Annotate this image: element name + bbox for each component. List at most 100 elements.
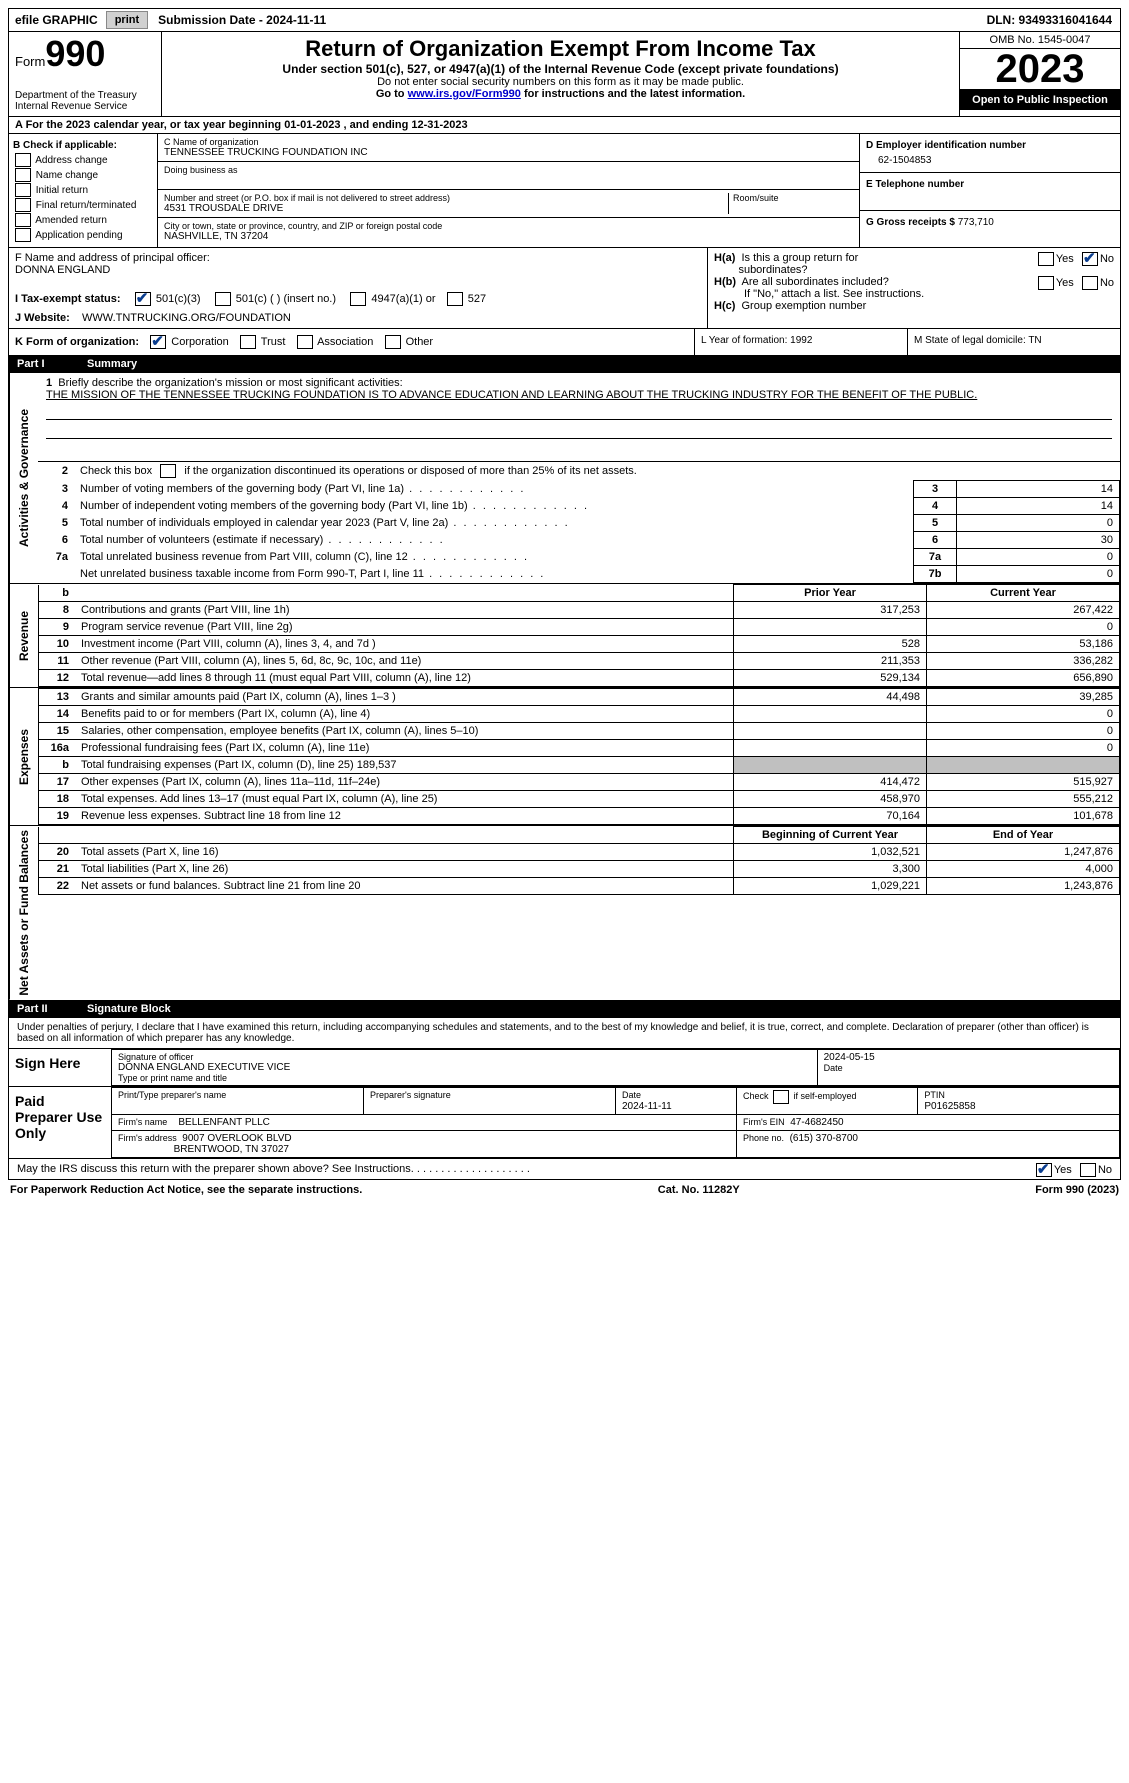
opt-4947: 4947(a)(1) or bbox=[371, 293, 435, 305]
cb-hb-no[interactable] bbox=[1082, 276, 1098, 290]
cb-self-employed[interactable] bbox=[773, 1090, 789, 1104]
website-label: J Website: bbox=[15, 312, 70, 324]
sig-date-val: 2024-05-15 bbox=[824, 1052, 1113, 1063]
ptin-value: P01625858 bbox=[924, 1101, 975, 1112]
part-i-title: Summary bbox=[87, 358, 137, 370]
cb-ha-yes[interactable] bbox=[1038, 252, 1054, 266]
line-a-tax-year: A For the 2023 calendar year, or tax yea… bbox=[8, 117, 1121, 134]
dln-label: DLN: 93493316041644 bbox=[979, 11, 1120, 29]
discuss-no: No bbox=[1098, 1164, 1112, 1176]
cb-discuss-no[interactable] bbox=[1080, 1163, 1096, 1177]
box-b-label: B Check if applicable: bbox=[13, 138, 153, 153]
org-name-label: C Name of organization bbox=[164, 137, 853, 147]
opt-501c: 501(c) ( ) (insert no.) bbox=[236, 293, 336, 305]
public-inspection: Open to Public Inspection bbox=[960, 90, 1120, 110]
opt-app-pending: Application pending bbox=[35, 230, 122, 241]
cb-527[interactable] bbox=[447, 292, 463, 306]
firm-name-val: BELLENFANT PLLC bbox=[178, 1117, 270, 1128]
signature-block: Under penalties of perjury, I declare th… bbox=[8, 1018, 1121, 1180]
hdr-end: End of Year bbox=[927, 827, 1120, 844]
expenses-section: Expenses 13Grants and similar amounts pa… bbox=[8, 688, 1121, 826]
paperwork-notice: For Paperwork Reduction Act Notice, see … bbox=[10, 1184, 362, 1196]
org-name: TENNESSEE TRUCKING FOUNDATION INC bbox=[164, 147, 853, 158]
year-formation: L Year of formation: 1992 bbox=[694, 329, 907, 355]
ha-label: H(a) bbox=[714, 252, 735, 264]
cb-ha-no[interactable] bbox=[1082, 252, 1098, 266]
hc-label: H(c) bbox=[714, 300, 735, 312]
vtab-expenses: Expenses bbox=[9, 688, 38, 825]
hb-label: H(b) bbox=[714, 276, 736, 288]
part-ii-header: Part II Signature Block bbox=[8, 1001, 1121, 1018]
cb-app-pending[interactable] bbox=[15, 228, 31, 242]
firm-phone-label: Phone no. bbox=[743, 1133, 784, 1143]
opt-name-change: Name change bbox=[36, 170, 98, 181]
ha-yes: Yes bbox=[1056, 253, 1074, 265]
irs-link[interactable]: www.irs.gov/Form990 bbox=[408, 88, 521, 100]
mission-text: THE MISSION OF THE TENNESSEE TRUCKING FO… bbox=[46, 389, 977, 401]
opt-association: Association bbox=[317, 336, 373, 348]
revenue-section: Revenue b Prior Year Current Year 8Contr… bbox=[8, 584, 1121, 688]
opt-501c3: 501(c)(3) bbox=[156, 293, 201, 305]
part-i-num: Part I bbox=[17, 358, 87, 370]
cb-other[interactable] bbox=[385, 335, 401, 349]
prep-date-val: 2024-11-11 bbox=[622, 1101, 672, 1112]
submission-date: Submission Date - 2024-11-11 bbox=[150, 11, 334, 29]
governance-section: Activities & Governance 1 Briefly descri… bbox=[8, 373, 1121, 584]
cb-trust[interactable] bbox=[240, 335, 256, 349]
firm-addr-2: BRENTWOOD, TN 37027 bbox=[174, 1144, 289, 1155]
cb-amended-return[interactable] bbox=[15, 213, 31, 227]
ein-label: D Employer identification number bbox=[866, 140, 1114, 151]
tax-exempt-label: I Tax-exempt status: bbox=[15, 293, 121, 305]
firm-addr-1: 9007 OVERLOOK BLVD bbox=[182, 1133, 291, 1144]
cb-corporation[interactable] bbox=[150, 335, 166, 349]
cb-4947[interactable] bbox=[350, 292, 366, 306]
cb-association[interactable] bbox=[297, 335, 313, 349]
form-subtitle: Under section 501(c), 527, or 4947(a)(1)… bbox=[168, 62, 953, 76]
gross-receipts-value: 773,710 bbox=[958, 217, 994, 228]
ha-no: No bbox=[1100, 253, 1114, 265]
hb-no: No bbox=[1100, 277, 1114, 289]
opt-trust: Trust bbox=[261, 336, 286, 348]
cb-discontinued[interactable] bbox=[160, 464, 176, 478]
paid-preparer-label: Paid Preparer Use Only bbox=[9, 1087, 111, 1158]
sig-officer-name: DONNA ENGLAND EXECUTIVE VICE bbox=[118, 1062, 811, 1073]
cb-501c[interactable] bbox=[215, 292, 231, 306]
discuss-yes: Yes bbox=[1054, 1164, 1072, 1176]
opt-amended-return: Amended return bbox=[35, 215, 107, 226]
irs-label: Internal Revenue Service bbox=[15, 101, 155, 112]
room-label: Room/suite bbox=[733, 193, 853, 203]
cb-501c3[interactable] bbox=[135, 292, 151, 306]
vtab-netassets: Net Assets or Fund Balances bbox=[9, 826, 38, 1000]
top-bar: efile GRAPHIC print Submission Date - 20… bbox=[8, 8, 1121, 32]
prep-sig-label: Preparer's signature bbox=[370, 1090, 451, 1100]
cb-hb-yes[interactable] bbox=[1038, 276, 1054, 290]
addr-label: Number and street (or P.O. box if mail i… bbox=[164, 193, 724, 203]
gross-receipts-label: G Gross receipts $ bbox=[866, 217, 955, 228]
goto-post: for instructions and the latest informat… bbox=[521, 88, 745, 100]
cb-initial-return[interactable] bbox=[15, 183, 31, 197]
firm-addr-label: Firm's address bbox=[118, 1133, 177, 1143]
hdr-prior: Prior Year bbox=[734, 585, 927, 602]
cat-number: Cat. No. 11282Y bbox=[658, 1184, 740, 1196]
cb-discuss-yes[interactable] bbox=[1036, 1163, 1052, 1177]
ssn-note: Do not enter social security numbers on … bbox=[168, 76, 953, 88]
part-i-header: Part I Summary bbox=[8, 356, 1121, 373]
cb-address-change[interactable] bbox=[15, 153, 31, 167]
dept-treasury: Department of the Treasury bbox=[15, 90, 155, 101]
may-discuss: May the IRS discuss this return with the… bbox=[17, 1163, 530, 1175]
sig-title-label: Type or print name and title bbox=[118, 1073, 811, 1083]
vtab-revenue: Revenue bbox=[9, 584, 38, 687]
print-button[interactable]: print bbox=[106, 11, 148, 29]
form-ref: Form 990 (2023) bbox=[1035, 1184, 1119, 1196]
opt-corporation: Corporation bbox=[171, 336, 228, 348]
part-ii-title: Signature Block bbox=[87, 1003, 171, 1015]
netassets-section: Net Assets or Fund Balances Beginning of… bbox=[8, 826, 1121, 1001]
sig-officer-label: Signature of officer bbox=[118, 1052, 811, 1062]
street-address: 4531 TROUSDALE DRIVE bbox=[164, 203, 724, 214]
cb-final-return[interactable] bbox=[15, 198, 31, 212]
ein-value: 62-1504853 bbox=[866, 155, 1114, 166]
city-label: City or town, state or province, country… bbox=[164, 221, 853, 231]
cb-name-change[interactable] bbox=[15, 168, 31, 182]
tax-year: 2023 bbox=[960, 49, 1120, 90]
hb-yes: Yes bbox=[1056, 277, 1074, 289]
